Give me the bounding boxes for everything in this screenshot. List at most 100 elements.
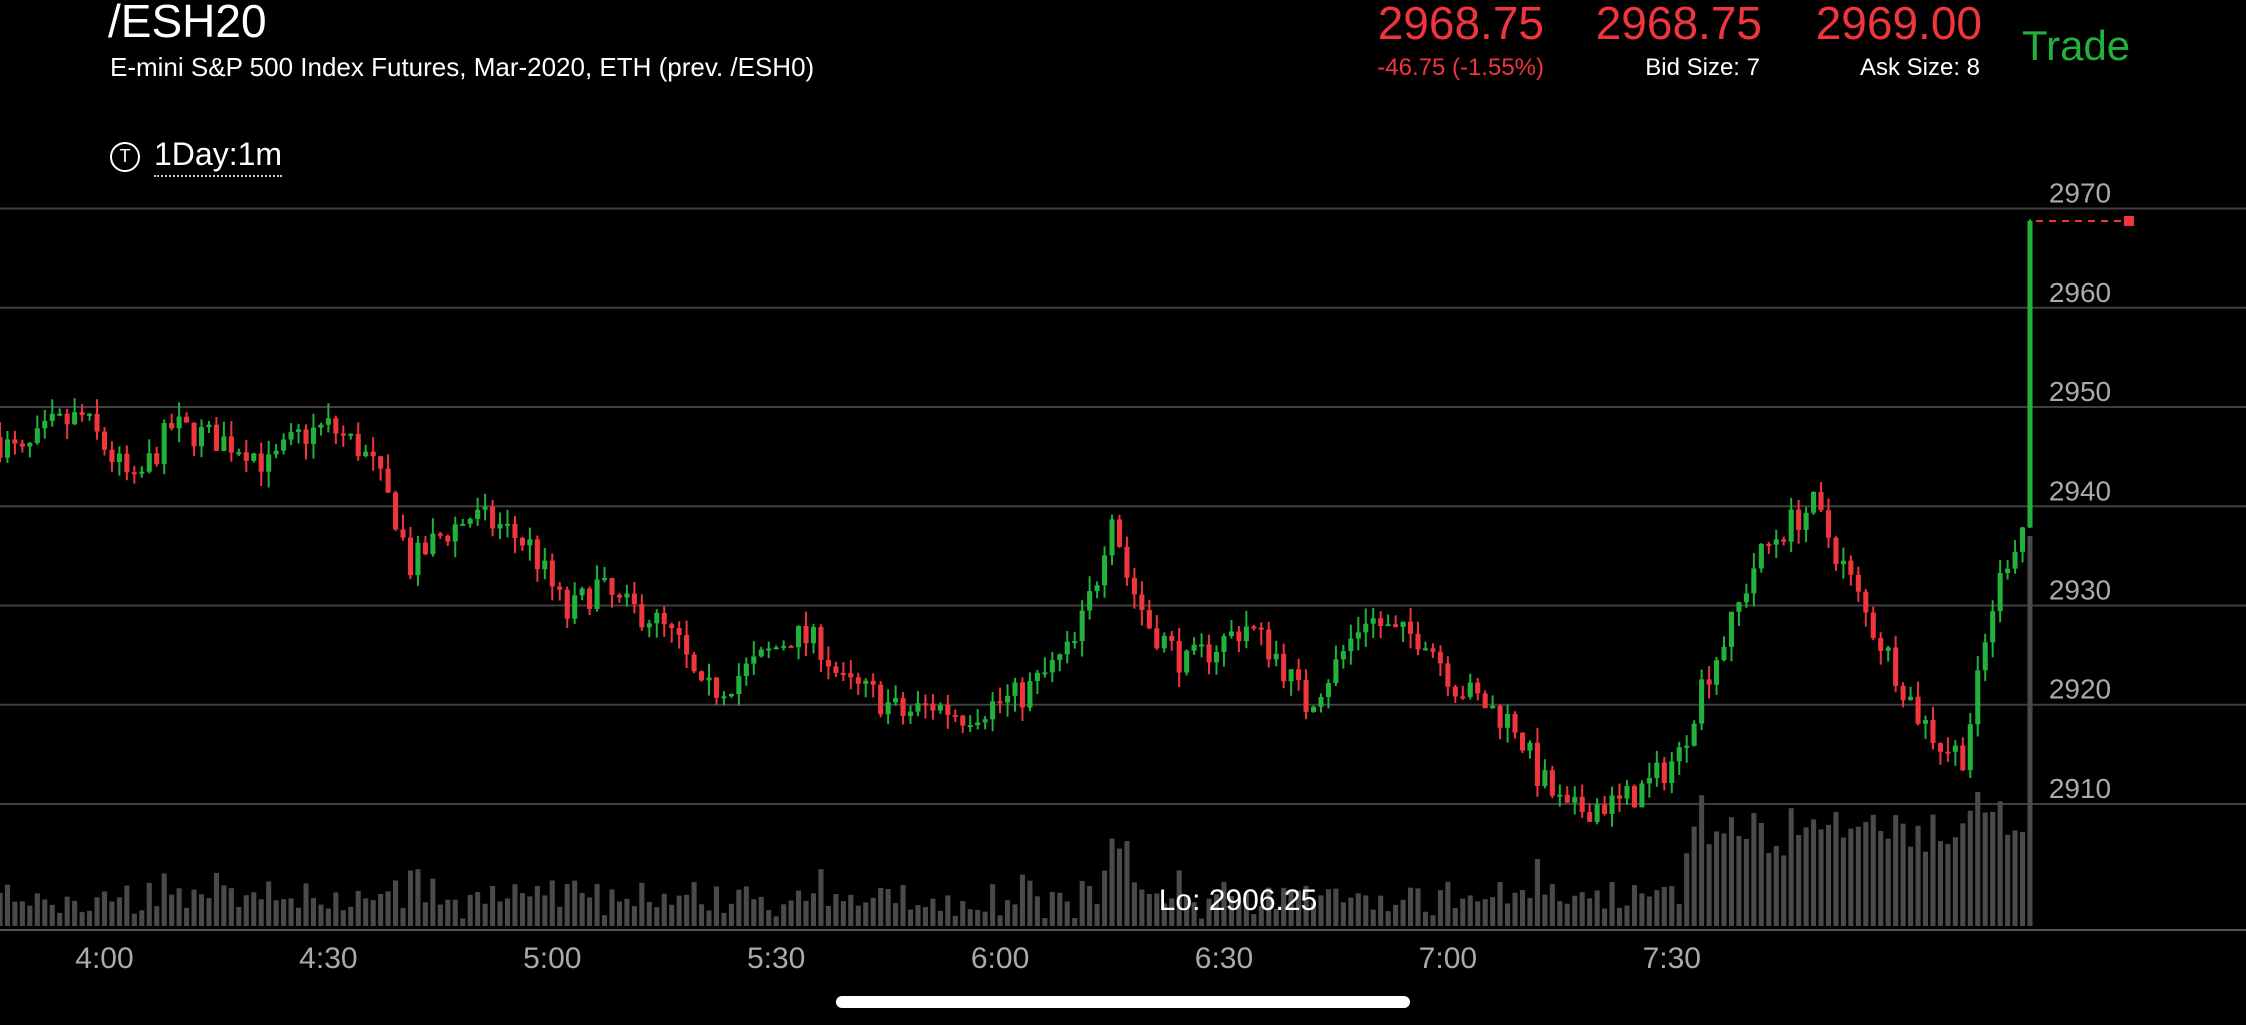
candle-body xyxy=(594,579,600,609)
volume-bar xyxy=(1169,898,1175,926)
candle-body xyxy=(766,648,772,651)
volume-bar xyxy=(266,881,272,926)
volume-bar xyxy=(1743,838,1749,926)
candle-body xyxy=(504,523,511,526)
candle-body xyxy=(4,439,11,458)
candle-body xyxy=(154,453,160,465)
timeframe-selector[interactable]: T 1Day:1m xyxy=(110,136,283,177)
candle-body xyxy=(1124,546,1130,578)
candle-body xyxy=(1885,647,1891,651)
volume-bar xyxy=(519,893,525,926)
candle-body xyxy=(184,416,190,423)
candle-body xyxy=(1042,672,1048,675)
candle-body xyxy=(2005,568,2011,574)
x-tick-label: 4:00 xyxy=(75,942,133,975)
candle-body xyxy=(1333,659,1339,684)
home-indicator[interactable] xyxy=(836,996,1410,1008)
candle-body xyxy=(1370,618,1376,624)
candle-body xyxy=(1930,720,1936,744)
volume-bar xyxy=(1415,888,1421,926)
volume-bar xyxy=(975,909,981,926)
volume-bar xyxy=(930,898,936,926)
candle-body xyxy=(475,509,481,519)
volume-bar xyxy=(482,903,488,926)
candle-body xyxy=(564,589,570,619)
candle-body xyxy=(1400,621,1406,628)
volume-bar xyxy=(1266,887,1272,926)
candle-body xyxy=(1430,648,1436,652)
volume-bar xyxy=(601,915,608,926)
timeframe-type-icon: T xyxy=(110,141,140,172)
candle-body xyxy=(57,413,63,416)
candle-body xyxy=(273,450,279,455)
volume-bar xyxy=(1213,894,1220,926)
volume-bar xyxy=(1975,792,1981,926)
candle-body xyxy=(952,714,958,717)
candle-body xyxy=(460,523,466,526)
candle-body xyxy=(1027,681,1033,708)
volume-bar xyxy=(1527,897,1533,926)
volume-bar xyxy=(1684,853,1690,926)
volume-bar xyxy=(348,906,354,926)
candle-body xyxy=(1340,651,1346,660)
candle-body xyxy=(1639,783,1645,808)
volume-bar xyxy=(818,869,824,926)
candle-body xyxy=(430,533,436,555)
volume-bar xyxy=(639,882,645,926)
volume-bar xyxy=(542,895,548,926)
candle-body xyxy=(1736,602,1742,612)
volume-bar xyxy=(1199,918,1205,926)
volume-bar xyxy=(982,911,988,926)
candle-body xyxy=(878,684,884,715)
candle-body xyxy=(907,711,914,716)
volume-bar xyxy=(1542,894,1548,926)
candle-body xyxy=(1952,745,1958,752)
candle-body xyxy=(1960,745,1966,771)
volume-bar xyxy=(803,900,809,926)
volume-bar xyxy=(27,905,33,926)
volume-bar xyxy=(1840,837,1846,926)
candle-body xyxy=(870,680,876,685)
candle-body xyxy=(1758,543,1764,569)
candle-body xyxy=(1990,611,1996,643)
candle-body xyxy=(1012,682,1018,696)
volume-bar xyxy=(1370,909,1376,926)
volume-bar xyxy=(527,896,533,926)
candle-body xyxy=(1691,723,1697,746)
volume-bar xyxy=(2027,536,2033,926)
volume-bar xyxy=(1646,896,1652,926)
volume-bar xyxy=(1893,815,1899,926)
volume-bar xyxy=(460,918,466,926)
volume-bar xyxy=(1281,887,1287,926)
candle-body xyxy=(213,424,219,451)
trade-button[interactable]: Trade xyxy=(2022,22,2131,69)
candle-body xyxy=(1422,648,1429,651)
volume-bar xyxy=(303,883,309,926)
volume-bar xyxy=(1288,891,1294,926)
volume-bar xyxy=(1594,890,1600,926)
candle-body xyxy=(445,535,451,542)
candle-body xyxy=(519,537,525,546)
volume-bar xyxy=(952,915,958,926)
candle-body xyxy=(1527,742,1533,751)
candle-body xyxy=(930,703,936,711)
volume-bar xyxy=(497,901,503,926)
volume-bar xyxy=(706,910,712,926)
volume-bar xyxy=(1825,824,1832,926)
volume-bar xyxy=(848,894,854,926)
candle-body xyxy=(1460,696,1466,699)
volume-bar xyxy=(176,888,182,926)
candle-body xyxy=(325,418,331,425)
candle-body xyxy=(937,704,943,711)
candle-body xyxy=(1721,646,1727,661)
volume-bar xyxy=(1340,902,1346,926)
candle-body xyxy=(1266,629,1272,660)
candle-body xyxy=(1355,632,1361,639)
volume-bar xyxy=(1049,892,1055,926)
volume-bar xyxy=(1452,908,1458,926)
volume-bar xyxy=(758,896,764,926)
x-tick-label: 7:00 xyxy=(1419,942,1477,975)
volume-bar xyxy=(1318,895,1324,926)
candle-body xyxy=(1893,647,1899,686)
